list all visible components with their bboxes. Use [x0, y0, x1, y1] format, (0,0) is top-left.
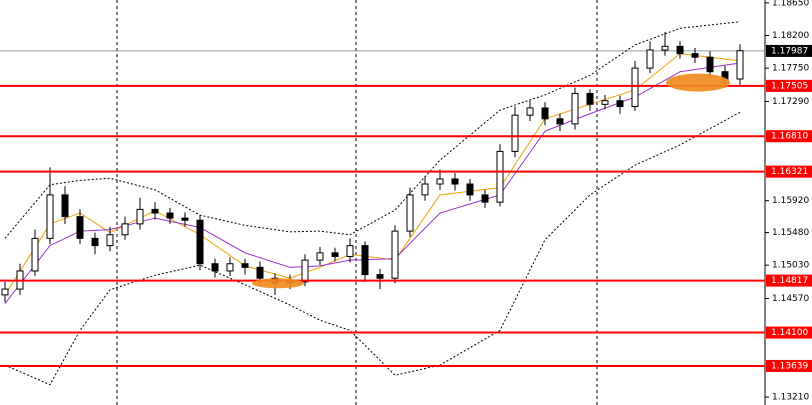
candle-body [376, 274, 384, 279]
candle-body [676, 45, 684, 55]
highlight [252, 278, 304, 289]
level-label-box [766, 326, 812, 339]
y-tick-label: 1.14570 [772, 294, 809, 304]
candle-body [166, 212, 174, 219]
moving-average [4, 62, 741, 304]
y-tick-label: 1.17750 [772, 64, 809, 74]
band-line [4, 21, 741, 239]
level-label: 1.16321 [771, 167, 808, 177]
last-price-box [766, 44, 812, 57]
level-label-box [766, 165, 812, 178]
band-line [4, 111, 741, 386]
candle-body [556, 118, 564, 125]
candle-body [241, 263, 249, 268]
candle-body [76, 216, 84, 239]
candle-body [646, 49, 654, 69]
last-price-label: 1.17987 [771, 46, 808, 56]
highlight [666, 73, 730, 92]
candle-body [601, 100, 609, 105]
level-label: 1.14817 [771, 276, 808, 286]
candle-body [661, 45, 669, 51]
candle-body [151, 208, 159, 214]
candle-body [331, 252, 339, 257]
candle-body [346, 245, 354, 257]
y-tick-label: 1.17290 [772, 97, 809, 107]
candle-body [526, 107, 534, 116]
candle-body [361, 245, 369, 276]
candle-body [1, 288, 9, 296]
candle-body [421, 183, 429, 196]
candle-body [226, 263, 234, 272]
candle-body [616, 100, 624, 108]
candle-body [631, 67, 639, 108]
candle-body [511, 114, 519, 152]
candle-body [136, 208, 144, 225]
candle-body [586, 92, 594, 105]
candle-body [91, 237, 99, 247]
level-label: 1.16810 [771, 132, 808, 142]
candle-body [496, 150, 504, 203]
candle-body [211, 263, 219, 272]
y-tick-label: 1.15920 [772, 196, 809, 206]
candle-body [481, 194, 489, 203]
candle-body [196, 219, 204, 265]
candle-body [106, 234, 114, 247]
candle-body [301, 259, 309, 283]
candle-body [571, 92, 579, 125]
candle-body [466, 183, 474, 196]
candle-body [736, 50, 744, 80]
y-tick-label: 1.18200 [772, 31, 809, 41]
y-tick-label: 1.15030 [772, 261, 809, 271]
candle-body [391, 230, 399, 279]
level-label-box [766, 359, 812, 372]
time-separators [116, 0, 598, 405]
candle-body [451, 178, 459, 185]
level-label: 1.13639 [771, 361, 808, 371]
level-label-box [766, 274, 812, 287]
candle-body [181, 217, 189, 221]
candle-body [316, 252, 324, 261]
candle-body [691, 53, 699, 58]
level-label-box [766, 79, 812, 92]
candle-body [406, 194, 414, 232]
y-tick-label: 1.18650 [772, 0, 809, 8]
y-tick-label: 1.13210 [772, 393, 809, 403]
candle-body [61, 194, 69, 218]
candle-body [706, 56, 714, 73]
candle-body [31, 237, 39, 272]
candle-body [121, 223, 129, 236]
y-tick-label: 1.15480 [772, 228, 809, 238]
candle-body [436, 178, 444, 185]
candle-body [541, 107, 549, 120]
level-label: 1.14100 [771, 328, 808, 338]
level-label-box [766, 130, 812, 143]
level-label: 1.17505 [771, 81, 808, 91]
candle-body [256, 266, 264, 279]
candle-body [46, 194, 54, 239]
